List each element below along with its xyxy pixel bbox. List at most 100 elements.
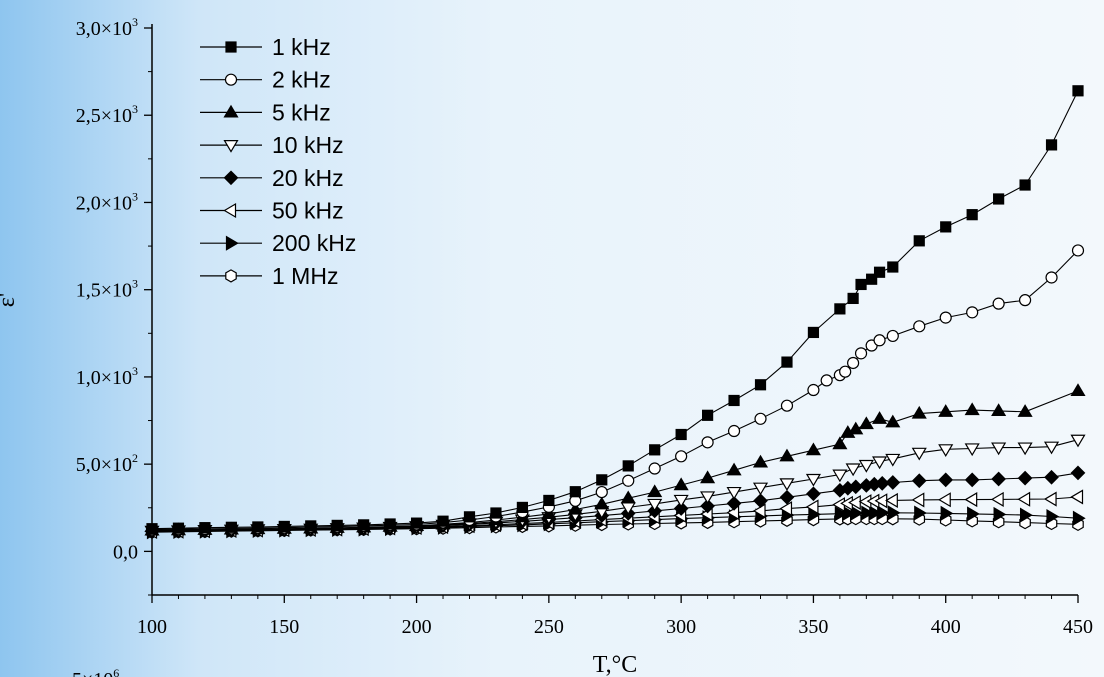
data-point-1-khz [873,266,886,278]
data-point-20-khz [700,498,715,514]
data-point-200-khz [1072,510,1086,526]
data-point-2-khz [1018,294,1032,307]
data-point-20-khz [911,473,927,489]
data-point-200-khz [877,505,890,521]
legend-item-1-khz: 1 kHz [200,34,331,60]
x-axis-title: T,°C [593,652,637,677]
data-point-10-khz [805,473,821,487]
cut-off-tick-label: 5×106 [72,666,119,677]
legend-marker [225,41,237,53]
data-point-5-khz [594,496,610,510]
data-point-2-khz [648,462,661,475]
data-point-10-khz [752,482,769,496]
data-point-5-khz [726,462,742,476]
data-point-1-khz [225,521,237,533]
data-point-1-khz [490,507,502,519]
data-point-2-khz [886,329,899,343]
data-point-20-khz [806,486,821,502]
data-point-1-khz [543,494,555,507]
data-point-1-khz [855,278,867,291]
y-tick-label: 0,0 [113,541,138,563]
data-point-5-khz [872,411,888,424]
data-point-20-khz [964,472,980,488]
data-point-5-khz [779,448,795,462]
x-tick-label: 450 [1063,616,1093,638]
data-point-20-khz [874,475,890,491]
legend-label: 1 kHz [272,34,331,60]
y-axis-title: ε' [0,293,20,307]
data-point-1-khz [754,379,767,391]
data-point-20-khz [938,472,954,488]
data-point-2-khz [780,399,794,412]
data-point-1-khz [866,273,878,285]
data-point-1-khz [1072,85,1084,97]
data-point-10-khz [872,456,888,470]
y-tick-label: 5,0×102 [76,451,138,476]
data-point-200-khz [834,506,848,522]
data-point-20-khz [726,496,742,511]
data-point-5-khz [848,421,864,435]
data-point-2-khz [939,311,952,324]
data-point-200-khz [869,505,882,521]
data-point-10-khz [779,478,795,492]
data-point-1-khz [596,474,608,486]
data-point-5-khz [1017,404,1033,417]
data-point-20-khz [991,471,1006,487]
legend-item-10-khz: 10 kHz [200,132,344,158]
x-tick-label: 100 [137,616,167,638]
data-point-10-khz [1017,442,1033,456]
y-tick-label: 1,5×103 [76,277,138,302]
x-tick-label: 200 [402,616,432,638]
data-point-20-khz [1044,469,1059,485]
data-point-200-khz [850,505,864,521]
legend-item-50-khz: 50 kHz [200,198,344,224]
legend-label: 10 kHz [272,132,344,158]
y-tick-label: 1,0×103 [76,364,138,389]
data-point-2-khz [622,474,635,487]
data-point-1-khz [146,523,158,535]
data-point-200-khz [914,505,927,521]
data-point-20-khz [1070,465,1086,481]
data-point-50-khz [1070,489,1084,505]
legend-marker [223,104,239,118]
data-point-1-khz [331,519,343,531]
data-point-200-khz [993,506,1007,522]
data-point-10-khz [964,443,980,457]
data-point-2-khz [854,347,868,360]
data-point-50-khz [911,492,925,508]
data-point-50-khz [779,501,793,517]
data-point-1-khz [358,519,370,531]
data-point-1-khz [728,394,740,407]
x-tick-label: 250 [534,616,564,638]
data-point-1-khz [913,235,925,247]
labels-layer: 100 150 200 250 300 350 400 450 0,0 5,0×102 1,0×10… [0,15,1093,677]
legend: 1 kHz 2 kHz 5 kHz 10 kHz 20 kHz 50 kHz 200 kHz… [200,34,356,289]
series-line-10-khz [151,439,1079,532]
data-point-5-khz [911,405,927,419]
legend-marker [223,140,239,153]
data-point-200-khz [1046,508,1060,525]
data-point-1-khz [305,520,317,532]
data-point-5-khz [700,470,716,484]
data-point-10-khz [726,486,742,500]
data-point-2-khz [807,383,820,397]
legend-item-1-mhz: 1 MHz [200,263,338,289]
data-point-10-khz [700,491,716,505]
data-point-200-khz [861,505,875,521]
data-point-1-khz [622,460,634,472]
data-point-5-khz [991,403,1007,417]
series-line-2-khz [151,250,1079,531]
data-point-1-khz [887,261,899,273]
data-point-10-khz [647,498,663,512]
data-point-5-khz [964,402,980,416]
data-point-2-khz [992,297,1005,310]
data-point-50-khz [752,503,766,519]
y-tick-label: 2,5×103 [76,102,138,127]
data-point-200-khz [967,506,980,522]
data-point-1-khz [701,409,714,421]
data-point-1-khz [807,326,820,339]
y-tick-label: 3,0×103 [76,15,138,40]
data-point-200-khz [1019,507,1033,523]
data-point-1-khz [516,501,529,514]
